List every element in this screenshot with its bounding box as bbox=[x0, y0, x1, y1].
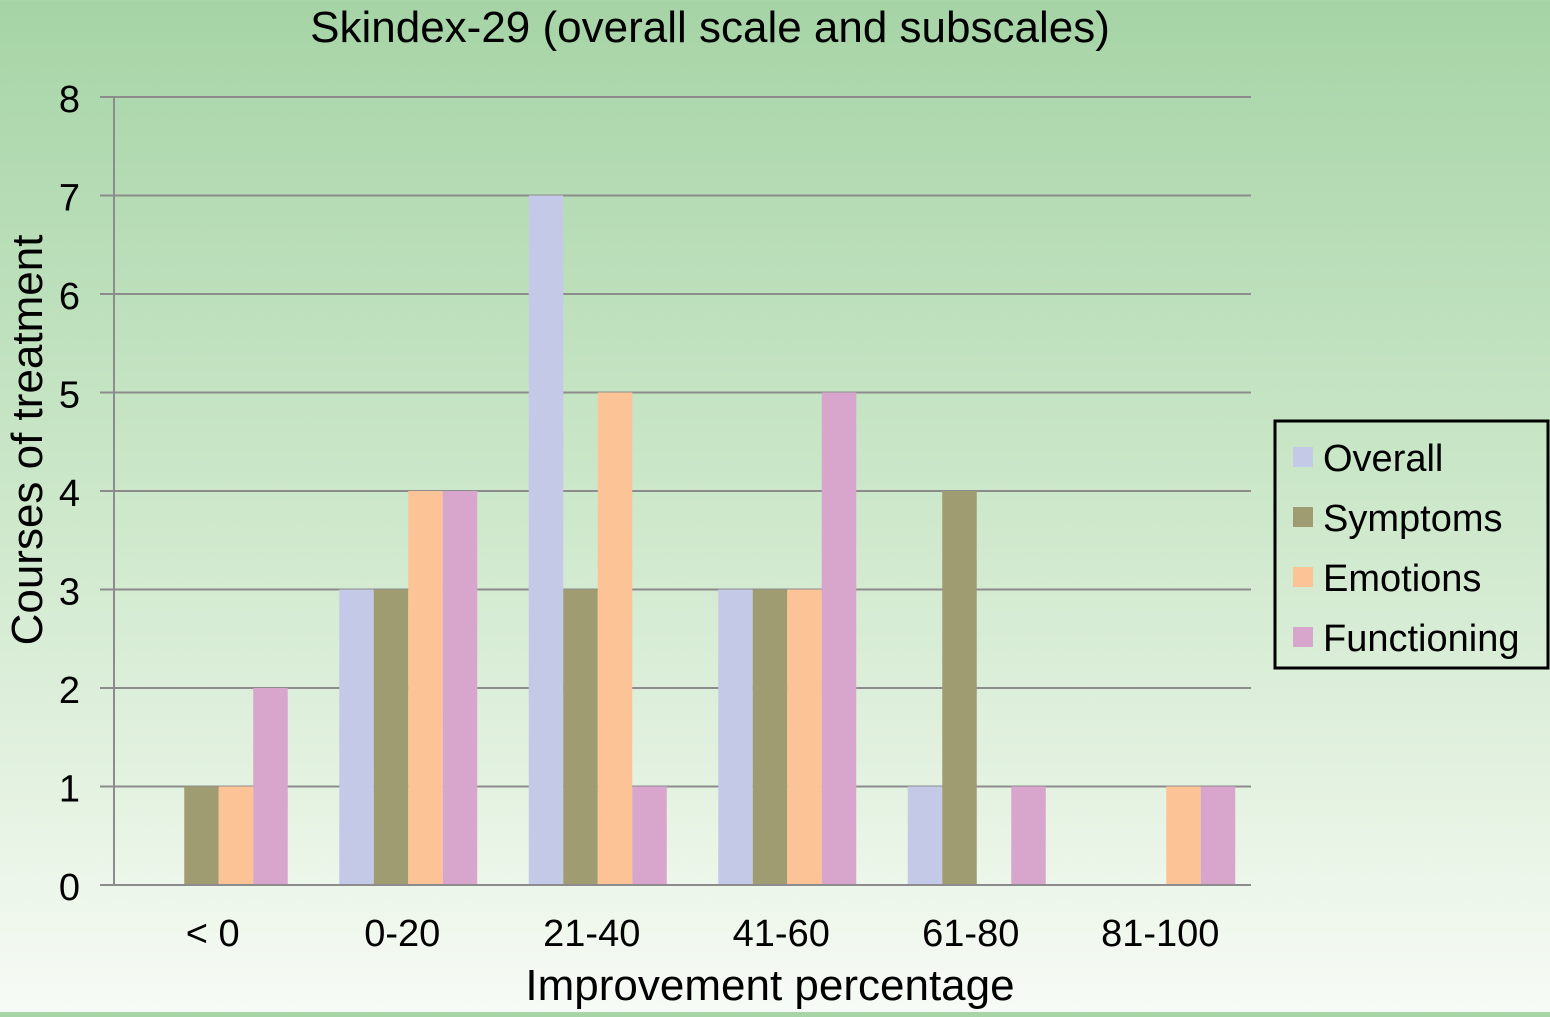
y-tick-label: 5 bbox=[59, 375, 80, 417]
bar-functioning bbox=[632, 786, 667, 885]
x-tick-label: 41-60 bbox=[733, 913, 830, 955]
bar-symptoms bbox=[942, 491, 977, 885]
bar-functioning bbox=[253, 688, 288, 885]
legend-swatch bbox=[1293, 627, 1313, 647]
chart-title: Skindex-29 (overall scale and subscales) bbox=[310, 3, 1110, 52]
bar-emotions bbox=[218, 786, 254, 885]
bar-emotions bbox=[1166, 786, 1201, 885]
bar-symptoms bbox=[752, 589, 788, 885]
bar-functioning bbox=[821, 392, 857, 885]
bars bbox=[184, 195, 1236, 885]
legend-swatch bbox=[1293, 507, 1313, 527]
gridlines bbox=[100, 96, 1251, 886]
x-tick-labels: < 0 0-20 21-40 41-60 61-80 81-100 bbox=[186, 913, 1220, 955]
x-tick-label: 81-100 bbox=[1101, 913, 1219, 955]
legend-swatch bbox=[1293, 447, 1313, 467]
x-tick-label: 61-80 bbox=[922, 913, 1019, 955]
bar-functioning bbox=[1011, 786, 1046, 885]
legend: Overall Symptoms Emotions Functioning bbox=[1273, 419, 1550, 670]
x-tick-label: < 0 bbox=[186, 913, 240, 955]
legend-swatch bbox=[1293, 567, 1313, 587]
x-axis-title: Improvement percentage bbox=[525, 961, 1014, 1010]
axes bbox=[113, 97, 1251, 886]
y-axis-title: Courses of treatment bbox=[3, 235, 52, 646]
bar-symptoms bbox=[184, 786, 219, 885]
bar-symptoms bbox=[563, 589, 598, 885]
bar-overall bbox=[339, 589, 374, 885]
y-tick-label: 2 bbox=[59, 670, 80, 712]
x-tick-label: 21-40 bbox=[543, 913, 640, 955]
bar-emotions bbox=[408, 491, 443, 885]
legend-label: Emotions bbox=[1323, 558, 1481, 600]
y-tick-label: 7 bbox=[59, 178, 80, 220]
y-tick-labels: 0 1 2 3 4 5 6 7 8 bbox=[59, 79, 80, 909]
bar-functioning bbox=[1200, 786, 1236, 885]
y-tick-label: 4 bbox=[59, 473, 80, 515]
legend-label: Overall bbox=[1323, 438, 1443, 480]
x-tick-label: 0-20 bbox=[364, 913, 440, 955]
legend-label: Symptoms bbox=[1323, 498, 1502, 540]
bar-overall bbox=[528, 195, 564, 885]
y-tick-label: 1 bbox=[59, 769, 80, 811]
legend-box bbox=[1273, 419, 1550, 670]
bar-overall bbox=[907, 786, 943, 885]
y-tick-label: 6 bbox=[59, 276, 80, 318]
bar-emotions bbox=[787, 589, 822, 885]
bar-symptoms bbox=[373, 589, 409, 885]
bar-emotions bbox=[597, 392, 633, 885]
bar-functioning bbox=[442, 491, 478, 885]
y-tick-label: 0 bbox=[59, 867, 80, 909]
y-tick-label: 3 bbox=[59, 572, 80, 614]
legend-label: Functioning bbox=[1323, 618, 1519, 660]
y-tick-label: 8 bbox=[59, 79, 80, 121]
bar-overall bbox=[718, 589, 753, 885]
